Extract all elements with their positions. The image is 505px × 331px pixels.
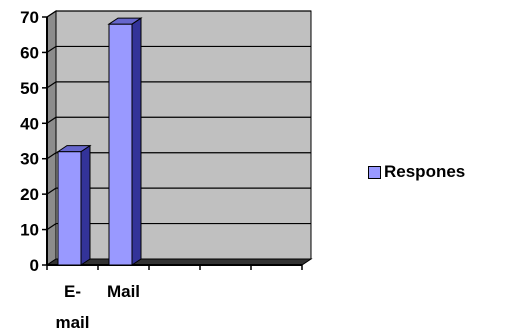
legend: Respones (364, 158, 505, 186)
x-tick-label: Mail (107, 282, 140, 301)
y-tick-label: 50 (20, 79, 39, 98)
bar-front (108, 23, 133, 266)
gridline (46, 10, 311, 18)
gridline (46, 187, 311, 195)
gridline (46, 152, 311, 160)
x-tick-label: E- (64, 282, 81, 301)
y-tick-label: 0 (30, 256, 39, 275)
gridline (46, 81, 311, 89)
bar-front (57, 151, 82, 266)
bar-1 (107, 17, 143, 266)
gridline (46, 222, 311, 231)
legend-swatch (368, 165, 381, 179)
gridline (46, 45, 311, 53)
y-tick-label: 30 (20, 150, 39, 169)
bar-top (56, 145, 92, 153)
y-tick-label: 20 (20, 185, 39, 204)
bar-top (107, 17, 143, 25)
y-tick-label: 10 (20, 221, 39, 240)
bar-side (80, 144, 91, 266)
plot-back-wall (55, 10, 312, 260)
gridline (46, 116, 311, 124)
legend-label-series-0: Respones (384, 162, 466, 181)
bar-0 (56, 144, 92, 266)
y-tick-label: 70 (20, 8, 39, 27)
plot-area: 0 10 20 30 40 50 60 70 E-mail Mail (20, 8, 313, 331)
x-tick-label: mail (55, 313, 89, 331)
y-tick-label: 40 (20, 114, 39, 133)
bar-side (131, 17, 142, 266)
y-tick-label: 60 (20, 43, 39, 62)
